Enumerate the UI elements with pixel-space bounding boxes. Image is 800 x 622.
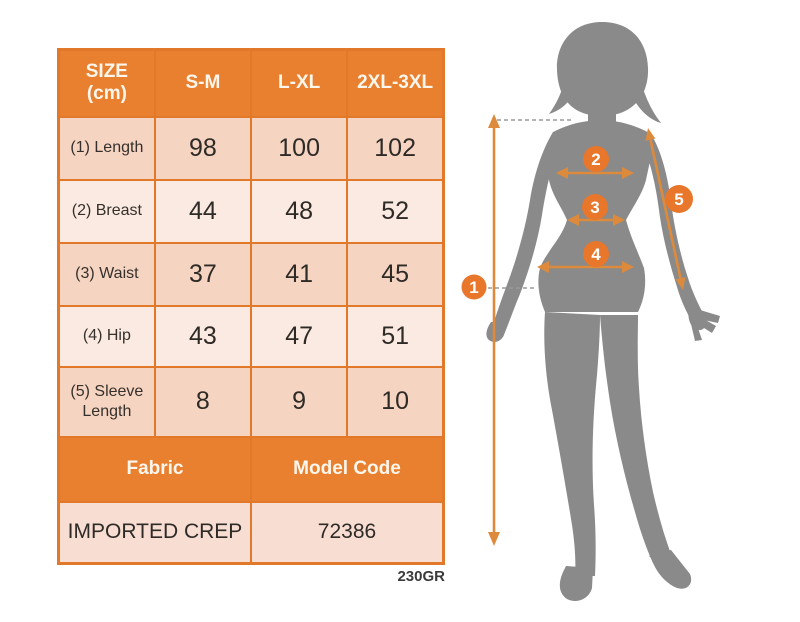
marker-5-label: 5	[674, 190, 683, 209]
marker-4: 4	[583, 241, 609, 267]
row-label-hip: (4) Hip	[57, 304, 156, 368]
hip-arrow	[537, 261, 634, 273]
length-2xl3xl: 102	[346, 115, 445, 181]
marker-3-label: 3	[590, 198, 599, 217]
fabric-data-row: IMPORTED CREP 72386	[57, 500, 445, 565]
marker-2-label: 2	[591, 150, 600, 169]
header-size-2xl3xl: 2XL-3XL	[346, 48, 445, 118]
table-row-length: (1) Length 98 100 102	[57, 115, 445, 181]
fabric-header: Fabric	[57, 435, 252, 503]
header-size-sm: S-M	[153, 48, 253, 118]
length-arrow	[488, 114, 500, 546]
hip-2xl3xl: 51	[346, 304, 445, 368]
marker-3: 3	[582, 194, 608, 220]
marker-4-label: 4	[591, 245, 601, 264]
breast-arrow	[556, 167, 634, 179]
header-size-lxl: L-XL	[249, 48, 349, 118]
waist-2xl3xl: 45	[346, 241, 445, 307]
table-row-sleeve: (5) Sleeve Length 8 9 10	[57, 365, 445, 438]
marker-5: 5	[665, 185, 693, 213]
fabric-value: IMPORTED CREP	[57, 500, 252, 565]
model-code-header: Model Code	[250, 435, 445, 503]
breast-lxl: 48	[249, 178, 349, 244]
measurement-figure: 1 2 3 4 5	[450, 10, 790, 615]
breast-sm: 44	[153, 178, 253, 244]
table-row-breast: (2) Breast 44 48 52	[57, 178, 445, 244]
fabric-header-row: Fabric Model Code	[57, 435, 445, 503]
header-size-cm: SIZE (cm)	[57, 48, 156, 118]
marker-1: 1	[461, 274, 487, 300]
figure-svg: 1 2 3 4 5	[461, 22, 720, 601]
weight-footnote: 230GR	[397, 568, 445, 585]
table-row-hip: (4) Hip 43 47 51	[57, 304, 445, 368]
marker-2: 2	[583, 146, 609, 172]
measure-arrows	[488, 114, 686, 546]
waist-sm: 37	[153, 241, 253, 307]
hip-lxl: 47	[249, 304, 349, 368]
row-label-breast: (2) Breast	[57, 178, 156, 244]
breast-2xl3xl: 52	[346, 178, 445, 244]
length-lxl: 100	[249, 115, 349, 181]
sleeve-sm: 8	[153, 365, 253, 438]
sleeve-arrow	[645, 128, 686, 290]
table-row-waist: (3) Waist 37 41 45	[57, 241, 445, 307]
sleeve-lxl: 9	[249, 365, 349, 438]
body-silhouette-icon	[486, 22, 720, 601]
marker-1-label: 1	[469, 278, 478, 297]
sleeve-2xl3xl: 10	[346, 365, 445, 438]
length-sm: 98	[153, 115, 253, 181]
waist-lxl: 41	[249, 241, 349, 307]
row-label-waist: (3) Waist	[57, 241, 156, 307]
size-table-header-row: SIZE (cm) S-M L-XL 2XL-3XL	[57, 48, 445, 118]
model-code-value: 72386	[250, 500, 445, 565]
waist-arrow	[567, 214, 625, 226]
measure-markers: 1 2 3 4 5	[461, 146, 693, 300]
hip-sm: 43	[153, 304, 253, 368]
size-table: SIZE (cm) S-M L-XL 2XL-3XL (1) Length 98…	[57, 48, 445, 565]
row-label-sleeve: (5) Sleeve Length	[57, 365, 156, 438]
row-label-length: (1) Length	[57, 115, 156, 181]
guide-dashes	[488, 119, 572, 289]
